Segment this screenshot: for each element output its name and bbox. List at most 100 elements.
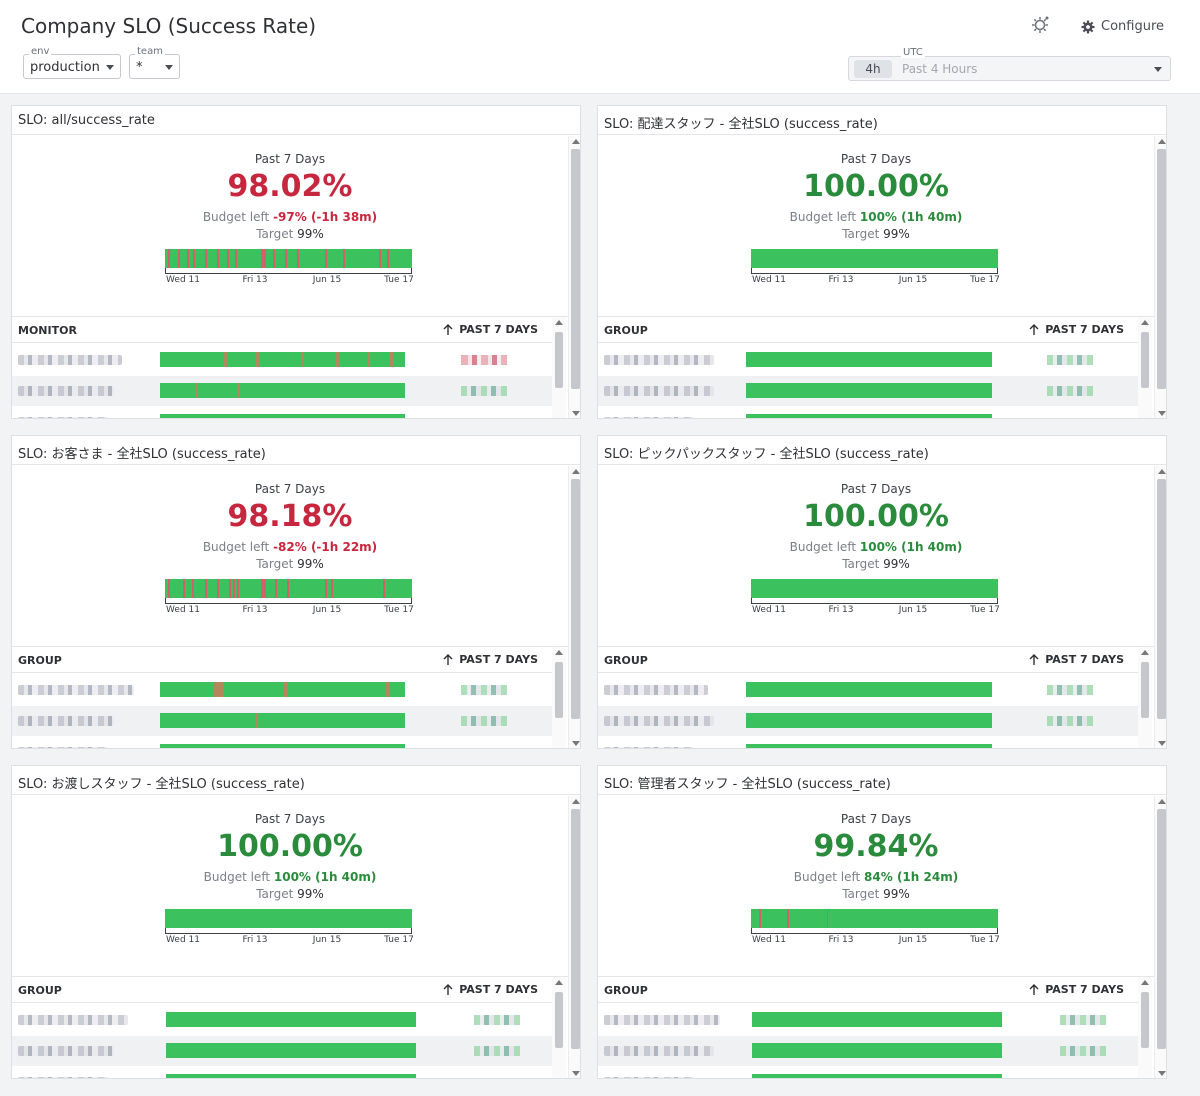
row-status-bar: [160, 414, 405, 418]
table-row[interactable]: [12, 345, 552, 375]
table-scrollbar[interactable]: [552, 317, 566, 418]
column-header-past-7-days[interactable]: PAST 7 DAYS: [443, 653, 538, 666]
table-scrollbar[interactable]: [552, 647, 566, 748]
configure-button[interactable]: Configure: [1081, 19, 1164, 34]
time-range-selector[interactable]: UTC 4h Past 4 Hours: [848, 47, 1171, 81]
widget-scrollbar[interactable]: [568, 466, 580, 748]
target-value: 99%: [883, 227, 910, 241]
column-header-name[interactable]: GROUP: [604, 654, 648, 667]
time-axis-tick: Wed 11: [166, 605, 200, 615]
status-history-bar[interactable]: [165, 249, 412, 268]
table-row[interactable]: [598, 376, 1138, 406]
column-header-name[interactable]: GROUP: [604, 324, 648, 337]
table-row[interactable]: [12, 675, 552, 705]
table-row[interactable]: [12, 1005, 552, 1035]
table-scrollbar[interactable]: [1138, 317, 1152, 418]
breach-segment: [196, 383, 198, 398]
slo-widget: SLO: all/success_rate Past 7 Days 98.02%…: [11, 105, 581, 419]
widget-title: SLO: 配達スタッフ - 全社SLO (success_rate): [598, 106, 1166, 135]
breach-segment: [187, 249, 189, 268]
table-scrollbar[interactable]: [1138, 977, 1152, 1078]
row-value-redacted: [1060, 1046, 1106, 1056]
column-header-name[interactable]: MONITOR: [18, 324, 77, 337]
table-row[interactable]: [12, 407, 552, 418]
slo-breakdown-table: GROUP PAST 7 DAYS: [598, 646, 1154, 748]
configure-label: Configure: [1101, 19, 1165, 34]
column-header-name[interactable]: GROUP: [18, 984, 62, 997]
time-axis-tick: Wed 11: [166, 275, 200, 285]
env-variable-select[interactable]: env production: [23, 46, 121, 79]
table-row[interactable]: [598, 737, 1138, 748]
table-row[interactable]: [598, 1067, 1138, 1078]
table-row[interactable]: [12, 376, 552, 406]
slo-summary: Past 7 Days 100.00% Budget left 100% (1h…: [598, 466, 1154, 646]
widget-scrollbar[interactable]: [568, 136, 580, 418]
table-row[interactable]: [12, 1067, 552, 1078]
breach-segment: [261, 249, 266, 268]
table-row[interactable]: [598, 706, 1138, 736]
slo-target: Target 99%: [12, 227, 568, 241]
page-title: Company SLO (Success Rate): [21, 14, 317, 38]
breach-segment: [256, 713, 258, 728]
status-history-bar[interactable]: [751, 249, 998, 268]
widget-scrollbar[interactable]: [1154, 466, 1166, 748]
time-axis-tick: Wed 11: [752, 935, 786, 945]
team-variable-select[interactable]: team *: [129, 46, 180, 79]
row-value-redacted: [1047, 355, 1093, 365]
group-name-redacted: [18, 417, 108, 418]
sort-arrow-up-icon: [1029, 653, 1039, 665]
column-header-past-7-days[interactable]: PAST 7 DAYS: [443, 983, 538, 996]
widget-scrollbar[interactable]: [1154, 796, 1166, 1078]
slo-widget: SLO: 管理者スタッフ - 全社SLO (success_rate) Past…: [597, 765, 1167, 1079]
time-axis-tick: Fri 13: [828, 275, 854, 285]
breach-segment: [759, 909, 761, 928]
row-status-bar: [752, 1074, 1002, 1078]
table-row[interactable]: [12, 706, 552, 736]
breach-segment: [237, 579, 239, 598]
period-label: Past 7 Days: [840, 152, 912, 166]
table-scrollbar[interactable]: [1138, 647, 1152, 748]
time-axis-tick: Fri 13: [242, 275, 268, 285]
group-name-redacted: [18, 716, 114, 726]
column-header-past-7-days[interactable]: PAST 7 DAYS: [1029, 323, 1124, 336]
widget-scrollbar[interactable]: [1154, 136, 1166, 418]
breach-segment: [287, 579, 289, 598]
budget-label: Budget left: [202, 540, 270, 554]
budget-value: -82% (-1h 22m): [273, 540, 378, 554]
target-value: 99%: [297, 227, 324, 241]
column-header-past-7-days[interactable]: PAST 7 DAYS: [1029, 983, 1124, 996]
table-row[interactable]: [598, 345, 1138, 375]
group-name-redacted: [604, 386, 714, 396]
status-history-bar[interactable]: [165, 579, 412, 598]
status-history-bar[interactable]: [751, 909, 998, 928]
column-header-name[interactable]: GROUP: [18, 654, 62, 667]
table-row[interactable]: [12, 737, 552, 748]
time-axis-tick: Jun 15: [312, 935, 342, 945]
time-axis-tick: Tue 17: [384, 605, 414, 615]
debug-settings-icon[interactable]: [1031, 14, 1051, 38]
row-value-redacted: [461, 716, 507, 726]
time-axis-tick: Tue 17: [384, 935, 414, 945]
table-header: GROUP PAST 7 DAYS: [12, 977, 552, 1003]
row-status-bar: [746, 682, 992, 697]
table-row[interactable]: [598, 1005, 1138, 1035]
column-header-past-7-days[interactable]: PAST 7 DAYS: [1029, 653, 1124, 666]
group-name-redacted: [18, 1015, 128, 1025]
table-row[interactable]: [12, 1036, 552, 1066]
column-header-name[interactable]: GROUP: [604, 984, 648, 997]
table-row[interactable]: [598, 675, 1138, 705]
table-row[interactable]: [598, 407, 1138, 418]
widget-title: SLO: ピックパックスタッフ - 全社SLO (success_rate): [598, 436, 1166, 465]
group-name-redacted: [604, 716, 714, 726]
slo-target: Target 99%: [12, 887, 568, 901]
column-header-past-7-days[interactable]: PAST 7 DAYS: [443, 323, 538, 336]
table-scrollbar[interactable]: [552, 977, 566, 1078]
status-history-bar[interactable]: [165, 909, 412, 928]
widget-scrollbar[interactable]: [568, 796, 580, 1078]
slo-target: Target 99%: [598, 557, 1154, 571]
slo-breakdown-table: GROUP PAST 7 DAYS: [12, 646, 568, 748]
target-label: Target: [842, 227, 880, 241]
table-row[interactable]: [598, 1036, 1138, 1066]
status-history-bar[interactable]: [751, 579, 998, 598]
slo-value: 100.00%: [217, 829, 363, 864]
